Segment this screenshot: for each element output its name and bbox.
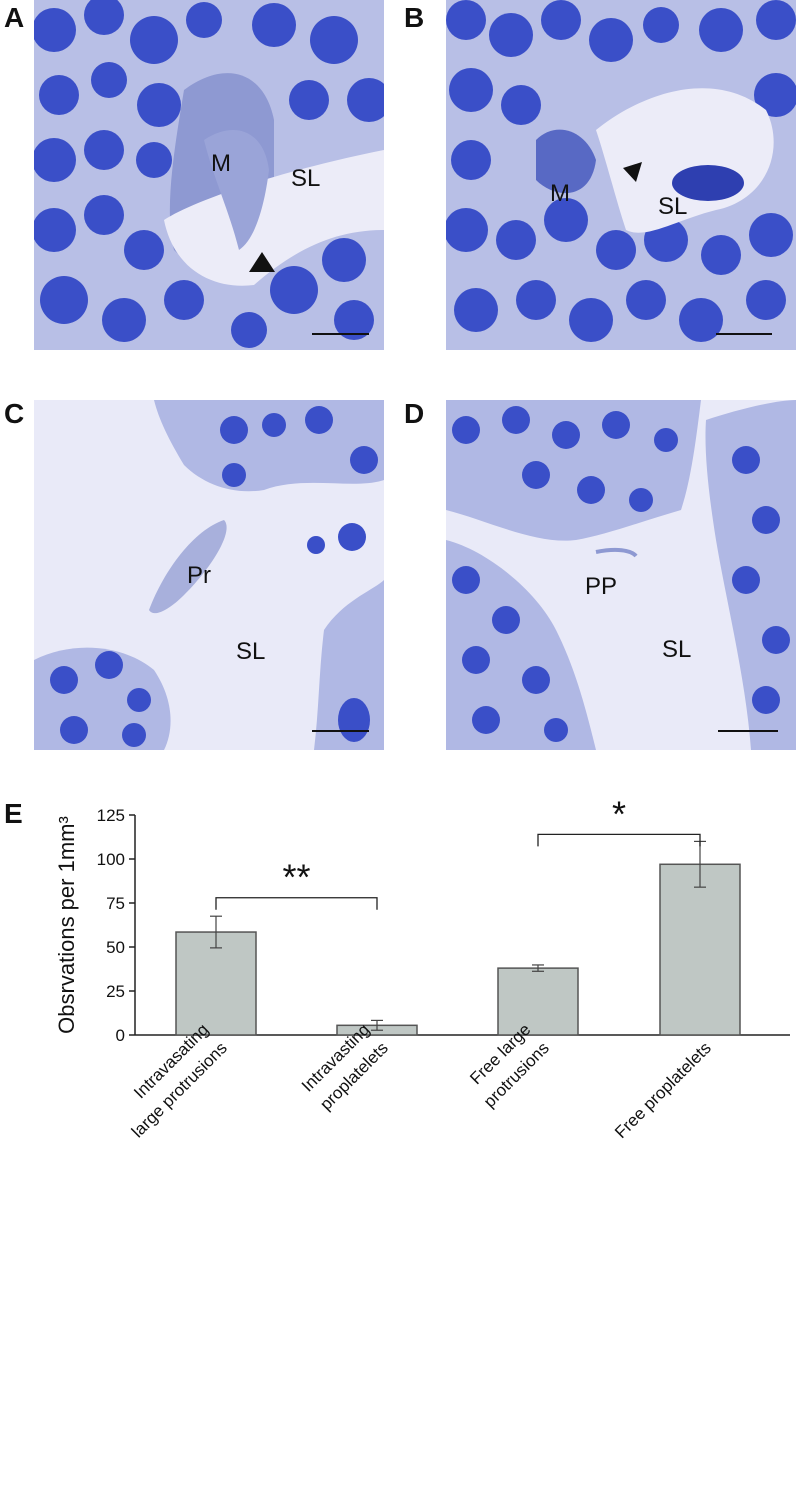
y-tick-label: 25 — [106, 982, 125, 1001]
label-sl: SL — [658, 193, 688, 220]
category-label-line: Free proplatelets — [611, 1038, 715, 1142]
y-tick-label: 75 — [106, 894, 125, 913]
micrograph-a-cells — [34, 0, 384, 350]
y-tick-label: 50 — [106, 938, 125, 957]
y-tick-label: 0 — [116, 1026, 125, 1045]
micrograph-c-cells — [34, 400, 384, 750]
y-axis-label: Obsrvations per 1mm³ — [54, 816, 79, 1034]
chart-bars — [175, 840, 741, 1036]
micrograph-a: M SL — [34, 0, 384, 350]
scale-bar — [312, 730, 369, 732]
bar — [175, 931, 257, 1036]
panel-letter-b: B — [404, 2, 425, 33]
scale-bar — [718, 730, 778, 732]
significance-bracket — [215, 897, 378, 910]
panel-letter-a: A — [4, 2, 25, 33]
significance-bracket — [537, 833, 701, 847]
panel-letter-d: D — [404, 398, 425, 429]
label-sl: SL — [291, 165, 321, 192]
micrograph-c: Pr SL — [34, 400, 384, 750]
micrograph-b-cells — [446, 0, 796, 350]
scale-bar — [312, 333, 369, 335]
label-pp: PP — [585, 573, 618, 600]
panel-letter-e: E — [4, 798, 23, 829]
micrograph-b: M SL — [446, 0, 796, 350]
label-m: M — [550, 180, 570, 207]
label-sl: SL — [662, 636, 692, 663]
micrograph-d-cells — [446, 400, 796, 750]
significance-label: * — [612, 793, 626, 834]
label-sl: SL — [236, 638, 266, 665]
category-label: Free proplatelets — [611, 1038, 715, 1142]
significance-label: ** — [282, 857, 310, 898]
bar — [497, 967, 579, 1036]
label-pr: Pr — [187, 562, 211, 589]
y-tick-label: 125 — [97, 806, 125, 825]
scale-bar — [716, 333, 772, 335]
chart-significance: *** — [215, 793, 701, 910]
panel-letter-c: C — [4, 398, 25, 429]
micrograph-d: PP SL — [446, 400, 796, 750]
label-m: M — [211, 150, 231, 177]
y-tick-label: 100 — [97, 850, 125, 869]
bar — [659, 863, 741, 1036]
